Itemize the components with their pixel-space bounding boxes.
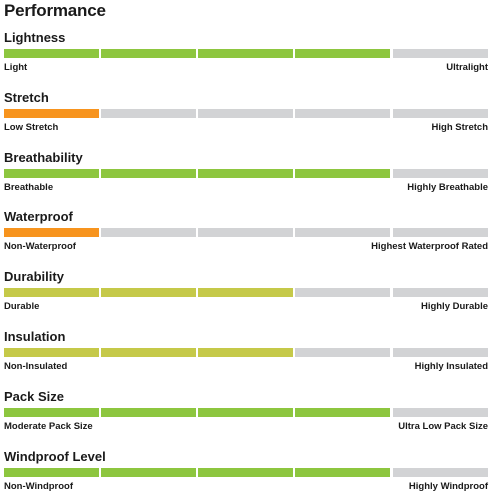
rating-bar <box>4 348 488 357</box>
metric-name: Insulation <box>4 329 66 344</box>
rating-segment <box>198 169 293 178</box>
rating-segment <box>4 109 99 118</box>
low-label: Light <box>4 62 28 73</box>
rating-segment <box>393 348 488 357</box>
metric-name: Lightness <box>4 30 66 45</box>
metric-name: Stretch <box>4 90 49 105</box>
rating-segment <box>393 468 488 477</box>
metric-name: Waterproof <box>4 209 73 224</box>
rating-segment <box>4 169 99 178</box>
rating-segment <box>101 348 196 357</box>
metric-name: Windproof Level <box>4 449 106 464</box>
rating-segment <box>4 228 99 237</box>
rating-segment <box>295 288 390 297</box>
rating-segment <box>295 408 390 417</box>
rating-bar <box>4 408 488 417</box>
rating-segment <box>101 49 196 58</box>
low-label: Non-Waterproof <box>4 241 76 252</box>
rating-segment <box>295 169 390 178</box>
rating-bar <box>4 49 488 58</box>
metric-name: Durability <box>4 269 64 284</box>
high-label: Highly Insulated <box>414 361 488 372</box>
rating-segment <box>393 228 488 237</box>
rating-segment <box>101 468 196 477</box>
rating-bar <box>4 468 488 477</box>
rating-segment <box>393 169 488 178</box>
low-label: Non-Windproof <box>4 481 74 492</box>
metric-name: Pack Size <box>4 389 64 404</box>
low-label: Breathable <box>4 182 54 193</box>
rating-segment <box>101 408 196 417</box>
rating-segment <box>198 288 293 297</box>
rating-segment <box>4 288 99 297</box>
rating-segment <box>101 169 196 178</box>
rating-segment <box>295 49 390 58</box>
low-label: Low Stretch <box>4 122 59 133</box>
rating-segment <box>393 49 488 58</box>
page-title: Performance <box>4 1 106 20</box>
low-label: Durable <box>4 301 40 312</box>
rating-bar <box>4 109 488 118</box>
rating-segment <box>101 109 196 118</box>
rating-segment <box>4 348 99 357</box>
rating-segment <box>101 228 196 237</box>
rating-segment <box>4 408 99 417</box>
rating-segment <box>198 408 293 417</box>
rating-segment <box>393 408 488 417</box>
high-label: Highly Durable <box>420 301 488 312</box>
rating-segment <box>393 109 488 118</box>
rating-segment <box>198 228 293 237</box>
metric-name: Breathability <box>4 150 83 165</box>
rating-segment <box>198 468 293 477</box>
high-label: Highest Waterproof Rated <box>371 241 488 252</box>
rating-segment <box>295 228 390 237</box>
rating-segment <box>295 109 390 118</box>
high-label: Ultralight <box>446 62 488 73</box>
high-label: Highly Windproof <box>408 481 488 492</box>
low-label: Moderate Pack Size <box>4 421 93 432</box>
rating-segment <box>4 468 99 477</box>
high-label: Ultra Low Pack Size <box>398 421 488 432</box>
rating-bar <box>4 288 488 297</box>
high-label: Highly Breathable <box>407 182 488 193</box>
rating-segment <box>101 288 196 297</box>
rating-segment <box>198 109 293 118</box>
rating-bar <box>4 169 488 178</box>
rating-segment <box>198 49 293 58</box>
rating-segment <box>4 49 99 58</box>
rating-bar <box>4 228 488 237</box>
low-label: Non-Insulated <box>4 361 68 372</box>
rating-segment <box>198 348 293 357</box>
rating-segment <box>393 288 488 297</box>
high-label: High Stretch <box>431 122 488 133</box>
rating-segment <box>295 348 390 357</box>
rating-segment <box>295 468 390 477</box>
